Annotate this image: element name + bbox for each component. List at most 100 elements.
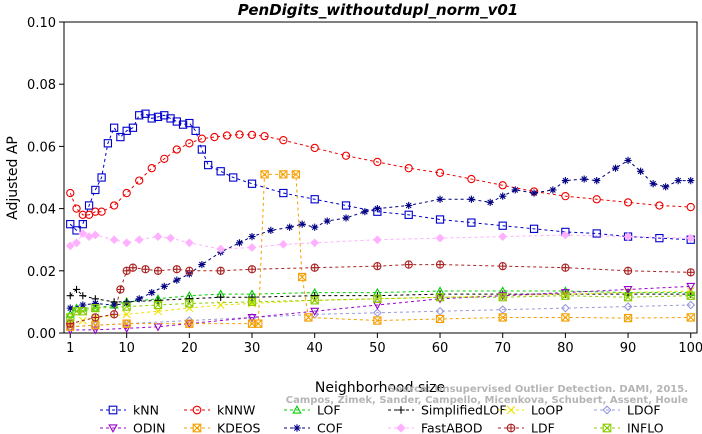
data-point xyxy=(435,168,445,177)
data-point xyxy=(84,201,94,210)
data-point xyxy=(216,266,225,275)
series-inflo xyxy=(66,291,695,322)
data-point xyxy=(66,220,75,229)
y-tick-label: 0.02 xyxy=(27,265,56,280)
x-tick-label: 20 xyxy=(181,341,198,356)
data-point xyxy=(109,310,119,319)
data-point xyxy=(122,188,131,198)
data-point xyxy=(222,131,232,140)
data-point xyxy=(530,189,538,197)
data-point xyxy=(498,313,507,322)
data-point xyxy=(184,238,194,248)
data-point xyxy=(128,123,138,132)
data-point xyxy=(153,300,163,310)
watermark-line-1: Source: Unsupervised Outlier Detection. … xyxy=(388,384,688,395)
data-point xyxy=(203,160,213,170)
data-point xyxy=(116,132,125,142)
data-point xyxy=(278,239,288,249)
data-point xyxy=(260,131,269,141)
data-point xyxy=(135,295,143,303)
data-point xyxy=(561,177,569,185)
data-point xyxy=(467,174,476,184)
data-point xyxy=(122,310,131,319)
data-point xyxy=(506,423,516,433)
legend-item-inflo: INFLO xyxy=(594,421,664,434)
data-point xyxy=(611,164,620,172)
data-point xyxy=(197,145,207,154)
data-point xyxy=(248,232,256,241)
data-point xyxy=(235,130,244,139)
chart-title: PenDigits_withoutdupl_norm_v01 xyxy=(238,1,518,19)
x-tick-label: 10 xyxy=(118,341,135,356)
data-point xyxy=(561,263,570,272)
data-point xyxy=(310,263,319,272)
x-tick-label: 30 xyxy=(244,341,261,356)
data-point xyxy=(636,167,645,175)
data-point xyxy=(90,303,100,312)
data-point xyxy=(217,293,225,301)
data-point xyxy=(435,293,445,302)
data-point xyxy=(310,296,319,305)
data-point xyxy=(78,210,87,219)
data-point xyxy=(435,260,445,269)
data-point xyxy=(192,423,202,433)
data-point xyxy=(110,301,118,309)
data-point xyxy=(341,201,351,210)
data-point xyxy=(147,164,156,173)
legend-label: ODIN xyxy=(133,421,166,434)
data-point xyxy=(91,303,100,313)
data-point xyxy=(561,313,570,322)
data-point xyxy=(178,120,188,129)
data-point xyxy=(141,265,150,274)
legend-label: COF xyxy=(317,421,343,434)
data-point xyxy=(686,313,695,322)
series-kdeos xyxy=(66,170,695,331)
data-point xyxy=(291,170,301,179)
data-point xyxy=(686,282,696,292)
data-point xyxy=(154,296,162,304)
data-point xyxy=(498,293,507,302)
data-point xyxy=(66,292,74,300)
y-tick-label: 0.08 xyxy=(27,78,56,93)
data-point xyxy=(623,293,633,302)
series-line xyxy=(70,285,691,331)
series-line xyxy=(70,290,691,325)
x-tick-label: 60 xyxy=(432,341,449,356)
legend-label: kNN xyxy=(133,403,159,418)
data-point xyxy=(192,405,202,415)
y-tick-label: 0.06 xyxy=(27,140,56,155)
legend-label: LoOP xyxy=(531,403,563,418)
data-point xyxy=(279,170,288,179)
data-point xyxy=(498,305,508,315)
series-line xyxy=(70,159,691,309)
data-point xyxy=(135,111,144,120)
data-point xyxy=(499,192,507,200)
data-point xyxy=(361,208,369,216)
data-point xyxy=(247,130,257,140)
data-point xyxy=(91,299,99,308)
legend: kNN kNNW LOF SimplifiedLOF LoOP LDOF ODIN KDEOS… xyxy=(100,403,664,434)
data-point xyxy=(310,195,319,204)
data-point xyxy=(561,192,570,201)
data-point xyxy=(623,313,633,323)
data-point xyxy=(435,233,445,243)
data-point xyxy=(602,423,612,433)
data-point xyxy=(561,303,570,313)
data-point xyxy=(97,207,106,216)
data-point xyxy=(498,181,507,190)
series-layer xyxy=(65,109,696,335)
data-point xyxy=(467,218,476,227)
data-point xyxy=(686,202,695,212)
data-point xyxy=(293,424,301,432)
data-point xyxy=(686,291,695,300)
x-axis: 1 10 20 30 40 50 60 70 80 90 100 xyxy=(66,333,702,356)
data-point xyxy=(153,112,163,122)
legend-label: LDF xyxy=(531,421,555,434)
data-point xyxy=(185,295,193,303)
data-point xyxy=(435,314,445,324)
data-point xyxy=(103,139,113,148)
data-point xyxy=(292,405,302,414)
data-point xyxy=(267,226,275,234)
data-point xyxy=(592,195,601,204)
